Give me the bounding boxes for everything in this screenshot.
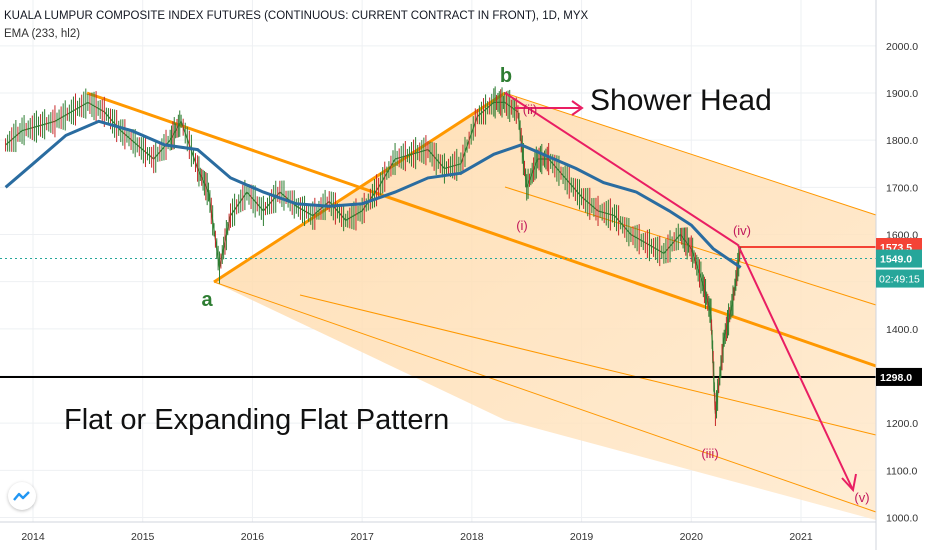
y-tick-label: 1800.0 [886, 135, 918, 147]
cloud-logo-icon [13, 491, 30, 501]
x-tick-label: 2020 [680, 531, 704, 543]
x-tick-label: 2016 [241, 531, 265, 543]
price-badge-1549.0-bg [876, 249, 922, 268]
price-badge-1298.0-bg [876, 367, 922, 386]
x-tick-label: 2019 [570, 531, 594, 543]
wave-ii-label: (ii) [523, 102, 537, 117]
ema-line [4, 119, 742, 269]
x-tick-label: 2014 [21, 531, 45, 543]
y-tick-label: 1200.0 [886, 418, 918, 430]
label-a: a [201, 289, 213, 311]
y-axis: 1000.01100.01200.01300.01400.01500.01600… [875, 0, 924, 550]
x-axis: 2014 2015 2016 2017 2018 2019 2020 2021 [0, 521, 876, 543]
x-tick-label: 2015 [131, 531, 155, 543]
projection-arrows [504, 92, 857, 493]
price-badge-1549.0: 1549.0 [880, 254, 912, 266]
price-badge-1298.0: 1298.0 [880, 372, 912, 384]
countdown-bg [876, 269, 924, 288]
pitchfork [86, 91, 877, 520]
wave-iii-label: (iii) [701, 446, 718, 461]
y-tick-label: 2000.0 [886, 41, 918, 53]
wave-labels: b a (ii) (i) (iii) (iv) (v) Shower Head Flat or … [64, 65, 870, 505]
pitchfork-lower-inner [299, 294, 877, 436]
shower-head-trendline [504, 92, 739, 246]
label-b: b [500, 65, 512, 87]
indicator-legend: EMA (233, hl2) [4, 28, 81, 40]
pitchfork-median-line [86, 91, 877, 368]
y-tick-label: 1700.0 [886, 182, 918, 194]
countdown-label: 02:49:15 [879, 274, 920, 286]
x-tick-label: 2021 [789, 531, 813, 543]
x-tick-label: 2018 [460, 531, 484, 543]
pitchfork-band [214, 93, 876, 520]
tradingview-logo[interactable] [8, 482, 36, 510]
pitchfork-upper-line [504, 92, 877, 216]
price-series [5, 86, 742, 426]
wave-i-label: (i) [516, 218, 528, 233]
y-tick-label: 1000.0 [886, 513, 918, 525]
y-tick-label: 1900.0 [886, 88, 918, 100]
x-tick-label: 2017 [350, 531, 374, 543]
arrowhead-icon [841, 473, 857, 493]
wave-iv-label: (iv) [733, 223, 751, 238]
arrowhead-icon [571, 100, 584, 116]
chart-title: KUALA LUMPUR COMPOSITE INDEX FUTURES (CO… [4, 10, 589, 22]
pitchfork-lower-line [213, 281, 877, 513]
wave-v-label: (v) [854, 490, 869, 505]
y-tick-label: 1400.0 [886, 324, 918, 336]
pitchfork-upper-inner [504, 186, 877, 306]
wave-v-projection [737, 244, 853, 489]
shower-head-text: Shower Head [590, 84, 772, 117]
y-tick-label: 1100.0 [886, 465, 917, 477]
pitchfork-handle-a-b [213, 91, 506, 284]
pattern-text: Flat or Expanding Flat Pattern [64, 404, 449, 436]
